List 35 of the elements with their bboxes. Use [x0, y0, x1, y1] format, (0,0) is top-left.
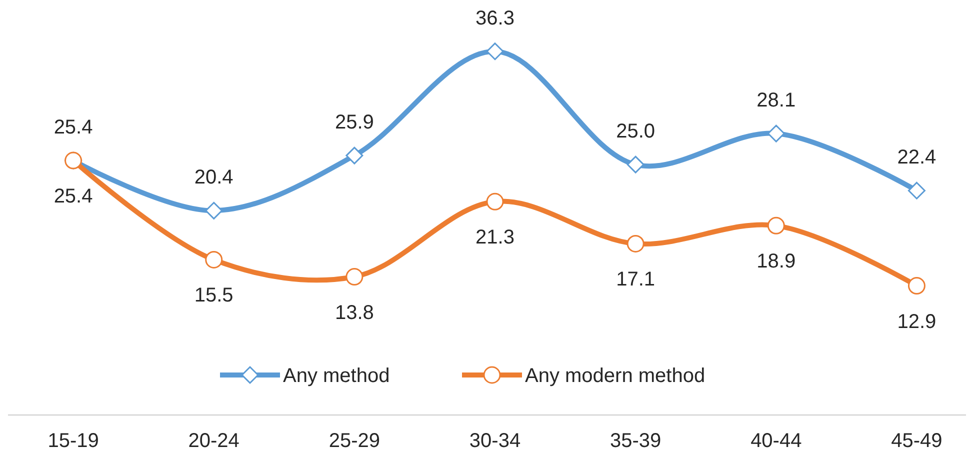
point [626, 234, 644, 252]
data-label: 15.5 [194, 284, 234, 307]
point [908, 277, 926, 295]
x-tick-label: 35-39 [610, 430, 662, 452]
point [767, 216, 785, 234]
data-label: 18.9 [756, 250, 796, 273]
point [908, 182, 926, 200]
data-label: 25.4 [54, 116, 93, 139]
point [486, 42, 504, 60]
point [626, 156, 644, 174]
x-tick-label: 30-34 [469, 430, 521, 452]
point [346, 268, 364, 286]
data-label: 36.3 [476, 7, 514, 30]
data-label: 22.4 [897, 146, 936, 169]
point [205, 250, 223, 268]
legend-label: Any method [283, 365, 390, 387]
data-label: 25.0 [616, 120, 656, 143]
data-label: 21.3 [476, 226, 514, 249]
data-label: 13.8 [334, 302, 374, 324]
data-label: 25.9 [334, 112, 374, 134]
x-tick-label: 20-24 [188, 430, 240, 452]
point [767, 124, 785, 142]
data-label: 12.9 [897, 310, 936, 333]
data-label: 20.4 [194, 166, 234, 189]
point [486, 192, 504, 210]
point [205, 202, 223, 220]
data-label: 17.1 [616, 268, 656, 291]
data-label: 28.1 [756, 90, 796, 112]
x-tick-label: 15-19 [48, 430, 99, 452]
legend-label: Any modern method [525, 365, 706, 387]
x-tick-label: 45-49 [891, 430, 942, 452]
data-label: 25.4 [54, 186, 93, 208]
point [346, 146, 364, 164]
x-tick-label: 25-29 [328, 430, 380, 452]
x-tick-label: 40-44 [750, 430, 802, 452]
